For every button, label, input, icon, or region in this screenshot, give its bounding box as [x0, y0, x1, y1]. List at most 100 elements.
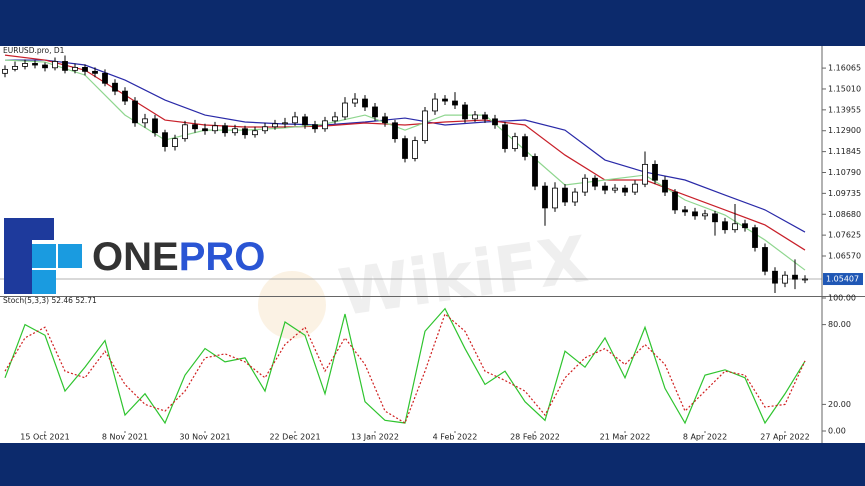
candle-body [92, 70, 98, 74]
x-tick-label: 15 Oct 2021 [20, 433, 69, 442]
logo: ONEPRO [4, 218, 265, 294]
y-tick-label: 80.00 [828, 320, 851, 329]
candle-body [702, 213, 708, 217]
candle-body [612, 187, 618, 191]
logo-text-part: PRO [179, 235, 266, 279]
candle-body [712, 213, 718, 223]
candle-body [62, 61, 68, 71]
line-series [4, 54, 806, 251]
x-tick-label: 8 Apr 2022 [683, 433, 727, 442]
watermark-icon [258, 271, 326, 339]
candle-body [262, 126, 268, 132]
chart-panel [0, 46, 865, 443]
candle-body [12, 66, 18, 70]
logo-text-part: ONE [92, 235, 179, 279]
candle-body [462, 104, 468, 120]
y-tick-label: 0.00 [828, 427, 846, 436]
logo-shape [32, 218, 54, 240]
candle-body [452, 100, 458, 106]
candle-body [102, 72, 108, 84]
candle-body [732, 223, 738, 231]
candle-body [502, 124, 508, 149]
candle-body [332, 116, 338, 122]
candle-body [392, 122, 398, 140]
chart-title: EURUSD.pro, D1 [3, 46, 65, 55]
y-tick-label: 1.12900 [828, 126, 861, 135]
candle-body [762, 247, 768, 272]
line-series [4, 312, 806, 424]
last-price-label: 1.05407 [826, 275, 859, 284]
y-tick-label: 1.10790 [828, 168, 861, 177]
candle-body [522, 136, 528, 157]
y-tick-label: 20.00 [828, 400, 851, 409]
x-tick-label: 13 Jan 2022 [351, 433, 399, 442]
candle-body [142, 118, 148, 124]
x-tick-label: 28 Feb 2022 [510, 433, 560, 442]
candle-body [112, 82, 118, 92]
candle-body [632, 183, 638, 193]
candle-body [602, 185, 608, 191]
candle-body [342, 102, 348, 118]
candle-body [52, 61, 58, 69]
candle-body [132, 100, 138, 124]
x-tick-label: 27 Apr 2022 [760, 433, 809, 442]
candle-body [482, 114, 488, 120]
candle-body [722, 221, 728, 231]
candle-body [152, 118, 158, 134]
candle-body [622, 187, 628, 193]
x-tick-label: 8 Nov 2021 [102, 433, 148, 442]
logo-shape [32, 270, 56, 294]
candle-body [402, 138, 408, 159]
candle-body [682, 209, 688, 213]
candle-body [32, 63, 38, 66]
y-tick-label: 100.00 [828, 294, 856, 303]
candle-body [422, 110, 428, 142]
candle-body [2, 68, 8, 74]
candle-body [772, 270, 778, 284]
candle-body [82, 66, 88, 72]
y-tick-label: 1.07625 [828, 231, 861, 240]
candle-body [792, 274, 798, 280]
x-tick-label: 21 Mar 2022 [600, 433, 651, 442]
candle-body [582, 177, 588, 193]
x-tick-label: 22 Dec 2021 [269, 433, 320, 442]
x-tick-label: 4 Feb 2022 [433, 433, 478, 442]
candle-body [222, 125, 228, 134]
candle-body [352, 98, 358, 104]
y-tick-label: 1.08680 [828, 210, 861, 219]
y-tick-label: 1.13955 [828, 105, 861, 114]
candle-body [432, 98, 438, 112]
logo-text: ONEPRO [92, 235, 265, 279]
candle-body [492, 118, 498, 126]
candle-body [182, 124, 188, 140]
candle-body [692, 211, 698, 217]
y-tick-label: 1.06570 [828, 252, 861, 261]
indicator-title: Stoch(5,3,3) 52.46 52.71 [3, 296, 97, 305]
candle-body [412, 140, 418, 159]
candle-body [322, 120, 328, 130]
candle-body [662, 179, 668, 193]
candle-body [232, 128, 238, 134]
y-tick-label: 1.15010 [828, 84, 861, 93]
candle-body [282, 122, 288, 125]
candle-body [192, 124, 198, 130]
candle-body [22, 63, 28, 67]
candle-body [202, 128, 208, 132]
candle-body [782, 274, 788, 284]
plot-area [0, 54, 822, 425]
x-tick-label: 30 Nov 2021 [179, 433, 230, 442]
y-tick-label: 1.16065 [828, 64, 861, 73]
candle-body [292, 116, 298, 124]
candle-body [592, 177, 598, 187]
candle-body [172, 138, 178, 147]
candle-body [122, 90, 128, 102]
candle-body [272, 123, 278, 128]
candle-body [242, 128, 248, 136]
candle-body [372, 106, 378, 118]
candle-body [382, 116, 388, 124]
logo-shape [4, 218, 32, 294]
candle-body [312, 124, 318, 130]
line-series [5, 59, 806, 233]
y-tick-label: 1.09735 [828, 189, 861, 198]
